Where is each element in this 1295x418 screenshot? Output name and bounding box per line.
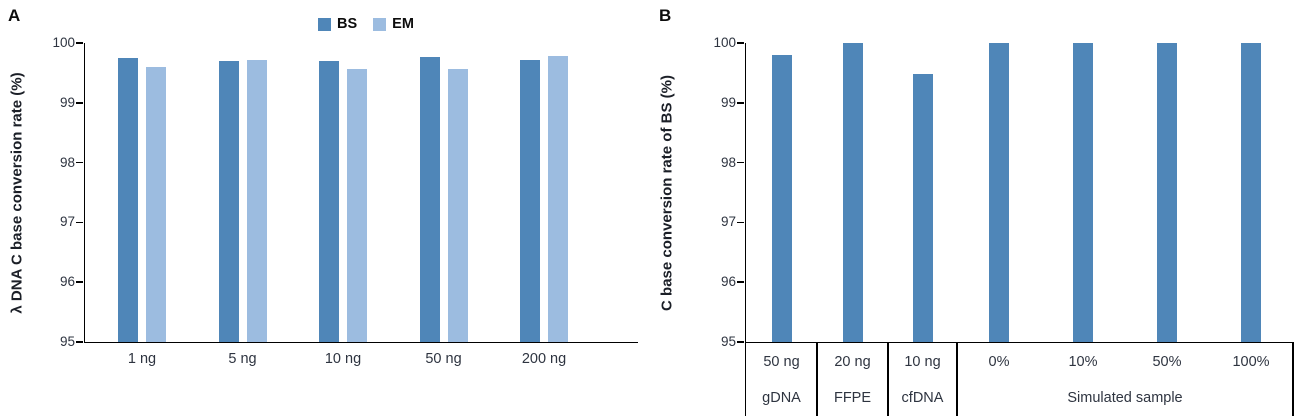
x-category-label: 50% xyxy=(1152,354,1182,370)
legend-label: BS xyxy=(337,16,358,32)
bar-bs-1-ng xyxy=(118,57,138,342)
category-table-divider xyxy=(887,342,889,416)
panel-a-plot-area: 100 99 98 97 96 95 1 ng 5 ng 10 ng 50 ng 200 ng xyxy=(52,35,638,367)
x-category-label: 1 ng xyxy=(127,351,157,367)
y-tick-mark xyxy=(76,42,83,44)
bar-bs-100 xyxy=(1241,43,1261,342)
x-category-label: 200 ng xyxy=(521,351,567,367)
bar-bs-10-ng xyxy=(319,60,339,342)
category-table-divider xyxy=(1292,342,1294,416)
y-tick-mark xyxy=(76,281,83,283)
y-tick-mark xyxy=(737,161,744,164)
bar-bs-0 xyxy=(989,43,1009,342)
x-category-label: 10 ng xyxy=(904,354,941,370)
bar-em-200-ng xyxy=(548,55,568,342)
bar-bs-10-ng xyxy=(912,74,933,342)
bar-bs-5-ng xyxy=(218,60,239,342)
bar-em-5-ng xyxy=(246,59,267,342)
legend-swatch-em xyxy=(373,17,387,31)
category-table-divider xyxy=(744,342,746,416)
category-table-divider xyxy=(956,342,958,416)
y-tick-label: 96 xyxy=(59,274,75,290)
bar-bs-20-ng xyxy=(842,43,863,342)
legend-label: EM xyxy=(392,16,414,32)
y-tick-label: 100 xyxy=(713,35,736,50)
y-tick-mark xyxy=(76,161,83,164)
bar-em-10-ng xyxy=(347,68,367,342)
x-category-label: 50 ng xyxy=(763,354,800,370)
bar-bs-200-ng xyxy=(520,60,540,342)
panel-b-letter: B xyxy=(659,6,672,25)
bar-em-50-ng xyxy=(447,69,468,342)
bar-bs-50-ng xyxy=(419,57,440,342)
bar-bs-50 xyxy=(1157,43,1177,342)
legend-swatch-bs xyxy=(318,17,331,31)
y-tick-label: 99 xyxy=(720,94,736,110)
y-tick-mark xyxy=(737,102,744,104)
y-tick-mark xyxy=(76,341,83,343)
y-tick-mark xyxy=(737,281,744,283)
panel-b-plot-area: 100 99 98 97 96 95 50 ng 20 ng 10 ng 0% 10% 50% 100%… xyxy=(713,35,1294,416)
x-category-label: 50 ng xyxy=(425,351,462,367)
y-tick-mark xyxy=(737,221,744,224)
x-category-label: 0% xyxy=(988,354,1010,370)
y-tick-mark xyxy=(76,102,83,104)
y-tick-label: 99 xyxy=(59,94,75,110)
legend-item-bs: BS xyxy=(318,16,357,32)
panel-b-y-axis-title: C base conversion rate of BS (%) xyxy=(658,75,676,311)
x-category-label: 5 ng xyxy=(228,351,257,367)
panel-a-y-axis-title: λ DNA C base conversion rate (%) xyxy=(8,72,26,314)
panel-a-legend: BS EM xyxy=(318,16,414,32)
x-group-label-gdna: gDNA xyxy=(762,390,801,406)
bar-bs-50-ng xyxy=(771,54,792,342)
category-table-divider xyxy=(816,342,818,416)
x-category-label: 10 ng xyxy=(324,351,362,367)
x-category-label: 100% xyxy=(1232,354,1270,370)
y-tick-label: 97 xyxy=(720,214,736,230)
bar-em-1-ng xyxy=(146,66,166,342)
x-group-label-ffpe: FFPE xyxy=(833,390,872,406)
legend-item-em: EM xyxy=(373,16,414,32)
y-tick-mark xyxy=(76,221,83,224)
y-tick-label: 97 xyxy=(59,214,75,230)
y-tick-label: 96 xyxy=(720,274,736,290)
y-tick-label: 100 xyxy=(52,35,75,50)
x-group-label-cfdna: cfDNA xyxy=(901,390,944,406)
x-category-label: 20 ng xyxy=(834,354,871,370)
y-tick-label: 98 xyxy=(720,154,736,170)
y-tick-label: 95 xyxy=(59,334,75,349)
x-category-label: 10% xyxy=(1068,354,1098,370)
y-tick-mark xyxy=(737,341,744,343)
x-group-label-simulated-sample: Simulated sample xyxy=(1067,390,1183,406)
panel-a-letter: A xyxy=(8,6,21,25)
y-tick-label: 95 xyxy=(720,334,736,349)
bar-bs-10 xyxy=(1073,43,1093,342)
y-tick-label: 98 xyxy=(59,154,75,170)
y-tick-mark xyxy=(737,42,744,44)
